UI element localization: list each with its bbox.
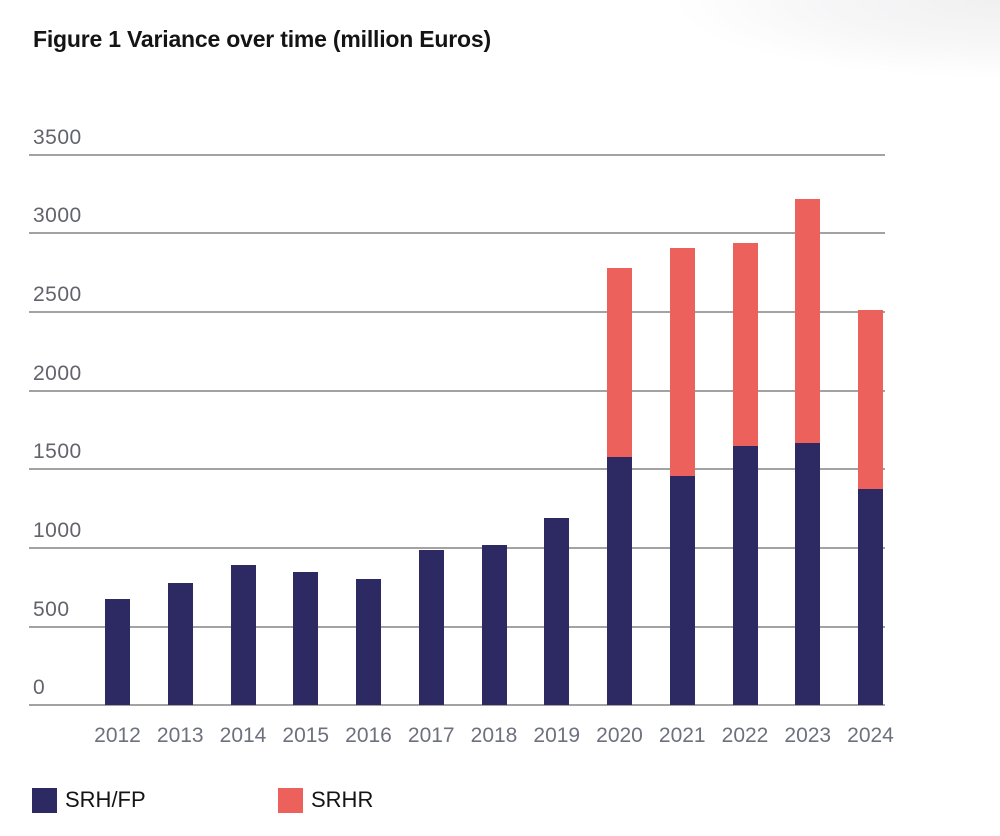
gridline-3000 (29, 232, 885, 235)
y-axis-label-0: 0 (33, 676, 46, 700)
legend-item-srhr: SRHR (278, 787, 373, 813)
x-axis-label-2023: 2023 (784, 724, 832, 747)
bar-2019-srh-fp (544, 518, 570, 706)
gridline-2500 (29, 310, 885, 313)
x-axis-label-2024: 2024 (847, 724, 894, 747)
gridline-2000 (29, 389, 885, 392)
y-axis-label-500: 500 (33, 597, 70, 621)
bar-2023-srhr (795, 198, 821, 444)
gridline-1000 (29, 547, 885, 549)
x-axis-label-2022: 2022 (721, 724, 769, 747)
x-axis-label-2013: 2013 (156, 724, 204, 747)
x-axis-label-2021: 2021 (658, 724, 706, 747)
x-axis-label-2018: 2018 (470, 724, 518, 747)
bar-2024-srh-fp (858, 488, 883, 706)
bar-2020-srhr (607, 267, 632, 458)
bar-2012-srh-fp (105, 599, 130, 706)
bar-2022-srh-fp (732, 445, 758, 706)
x-axis-label-2017: 2017 (407, 724, 455, 747)
x-axis-label-2012: 2012 (94, 724, 141, 747)
legend-label-srhr: SRHR (311, 787, 374, 812)
gridline-3500 (29, 153, 885, 156)
x-axis-label-2020: 2020 (596, 724, 643, 747)
gridline-1500 (29, 468, 885, 471)
bar-2013-srh-fp (167, 583, 193, 706)
x-axis-label-2019: 2019 (533, 724, 581, 747)
bar-2023-srh-fp (795, 443, 821, 706)
gridline-0 (29, 704, 885, 707)
figure-title: Figure 1 Variance over time (million Eur… (33, 26, 491, 52)
y-axis-label-2500: 2500 (33, 282, 82, 306)
bar-2024-srhr (858, 309, 883, 489)
bar-2017-srh-fp (418, 550, 444, 706)
legend-swatch-srh-fp (32, 787, 57, 813)
bar-2021-srh-fp (669, 475, 695, 706)
y-axis-label-2000: 2000 (33, 361, 82, 385)
y-axis-label-1500: 1500 (33, 440, 82, 464)
x-axis-label-2016: 2016 (345, 724, 392, 747)
y-axis-label-3500: 3500 (33, 125, 82, 149)
legend-label-srh-fp: SRH/FP (65, 787, 146, 812)
legend-swatch-srhr (278, 787, 303, 813)
bar-2020-srh-fp (607, 457, 632, 706)
bar-2015-srh-fp (293, 571, 319, 706)
bar-2021-srhr (669, 248, 695, 476)
gridline-500 (29, 625, 885, 628)
y-axis-label-3000: 3000 (33, 204, 82, 228)
bar-2014-srh-fp (230, 564, 256, 706)
legend-item-srh-fp: SRH/FP (32, 787, 146, 813)
y-axis-label-1000: 1000 (33, 519, 82, 542)
x-axis-label-2014: 2014 (219, 724, 267, 747)
bar-2022-srhr (732, 243, 758, 446)
bar-2016-srh-fp (356, 579, 381, 706)
bar-2018-srh-fp (481, 544, 507, 706)
x-axis-label-2015: 2015 (282, 724, 330, 747)
